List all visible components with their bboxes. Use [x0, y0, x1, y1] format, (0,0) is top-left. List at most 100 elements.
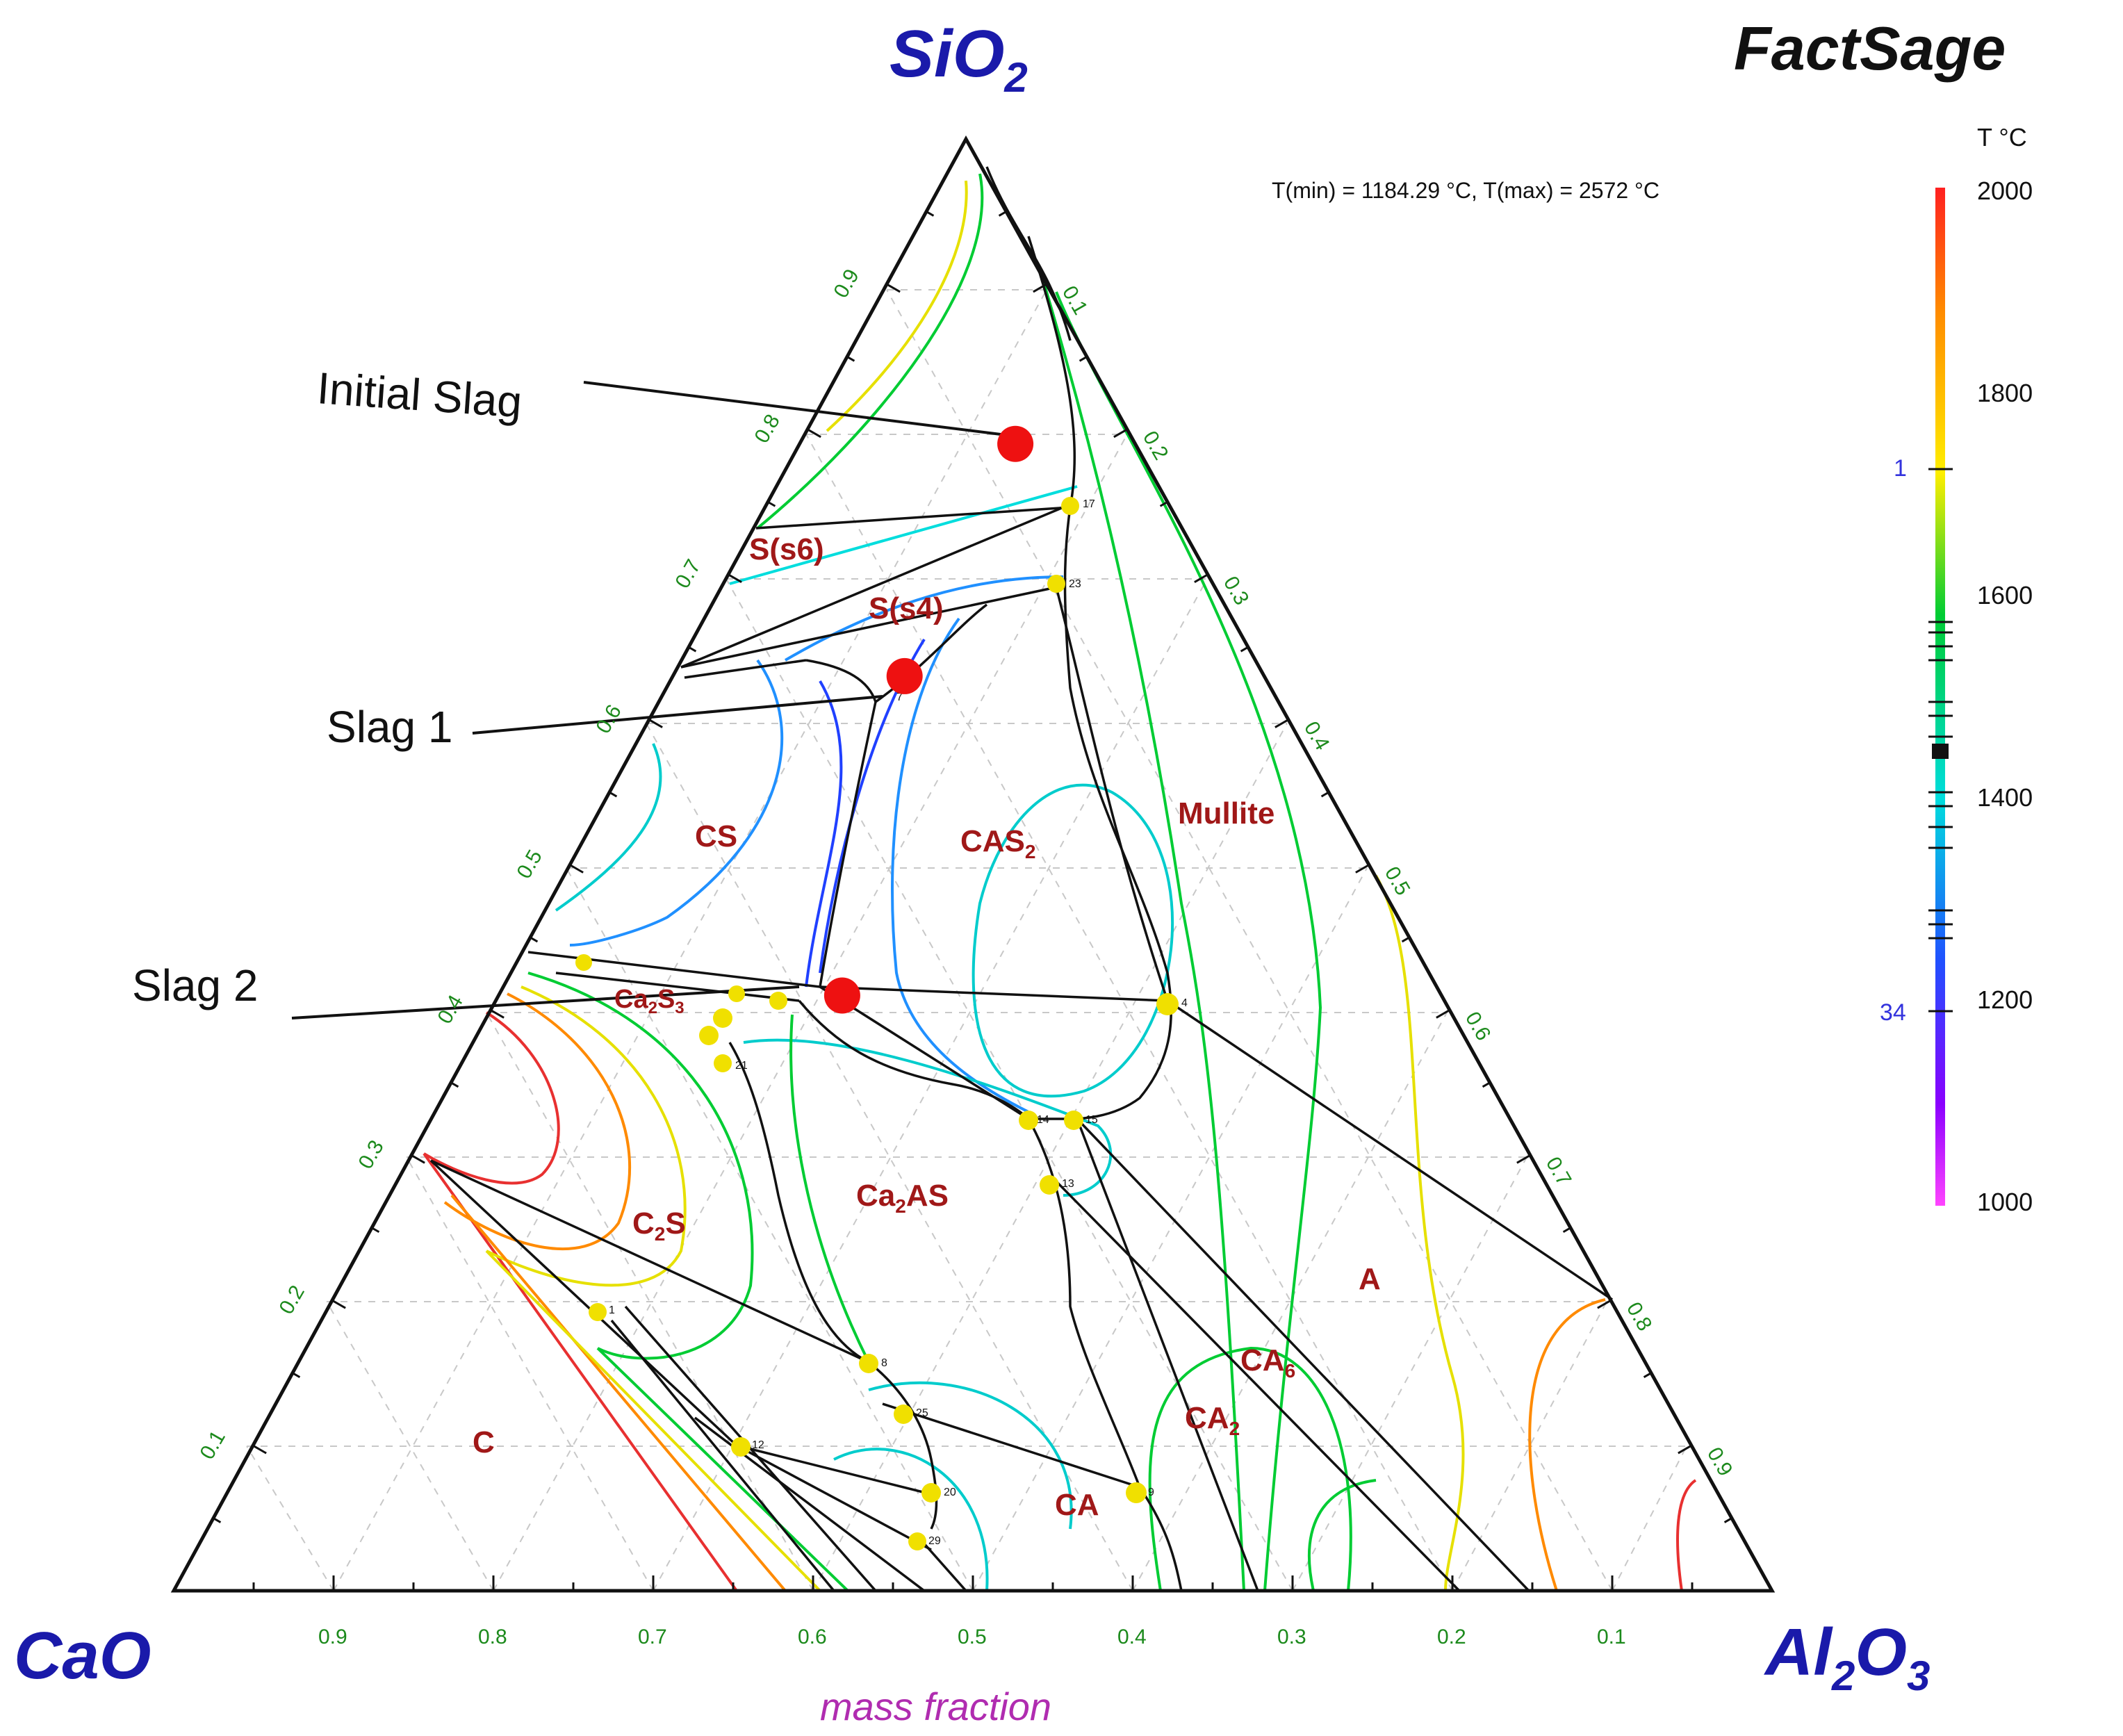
callout-line-slag2: [291, 985, 800, 1020]
isotherm-yellow-right: [1375, 875, 1465, 1591]
phase-ca2as: Ca2AS: [856, 1179, 949, 1217]
point-12: 12: [752, 1439, 764, 1451]
isotherm-green-ca6: [1148, 1346, 1352, 1591]
colorbar-gradient: [1935, 188, 1945, 1206]
isotherm-orange-c: [450, 1194, 787, 1592]
callout-initial-slag: Initial Slag: [315, 363, 524, 427]
isotherm-blue-cs: [569, 659, 784, 947]
edge-tick: [1482, 1081, 1491, 1088]
tick-label: 0.6: [591, 701, 625, 737]
isotherm-blue-s4: [784, 575, 1064, 662]
isotherm-red-c: [423, 1152, 738, 1592]
colorbar-tick-label: 1600: [1977, 581, 2033, 609]
tick-label: 0.1: [195, 1427, 229, 1464]
edge-tick: [1562, 1227, 1571, 1234]
temperature-range: T(min) = 1184.29 °C, T(max) = 2572 °C: [1272, 178, 1659, 203]
callout-line-initial: [583, 381, 1029, 439]
edge-tick: [886, 283, 901, 293]
slag-points: [823, 425, 1034, 1014]
isotherm-green-top: [756, 173, 984, 530]
isotherm-yellow-c: [485, 1250, 821, 1592]
colorbar-marker-1: 1: [1894, 455, 1907, 482]
tick-label: 0.6: [798, 1626, 827, 1648]
corner-label-sio2: SiO2: [890, 17, 1028, 101]
colorbar: T °C 2000 1800 1600 1400 1200 1000 1 34: [1880, 123, 2033, 1216]
tick-label: 0.7: [638, 1626, 667, 1648]
edge-tick: [331, 1299, 346, 1309]
callout-slag-2: Slag 2: [132, 960, 258, 1010]
triangle-frame: [170, 135, 1776, 1593]
isotherm-green-right2: [1055, 291, 1322, 1591]
isotherm-deepblue-slag1: [805, 680, 843, 988]
edge-tick: [569, 864, 584, 874]
tick-label: 0.1: [1597, 1626, 1626, 1648]
tick-label: 0.5: [958, 1626, 987, 1648]
edge-tick: [530, 936, 539, 943]
tick-label: 0.7: [671, 556, 705, 593]
edge-tick: [1678, 1444, 1692, 1455]
edge-tick: [1113, 428, 1128, 439]
edge-tick: [252, 1444, 267, 1455]
corner-label-cao: CaO: [14, 1619, 151, 1693]
phase-ca: CA: [1055, 1488, 1099, 1522]
isotherm-red-c2s: [423, 1011, 560, 1185]
invariant-points: [575, 497, 1179, 1550]
tick-label: 0.8: [478, 1626, 507, 1648]
colorbar-tick-label: 1800: [1977, 379, 2033, 407]
edge-tick: [292, 1372, 301, 1378]
corner-label-al2o3: Al2O3: [1764, 1615, 1930, 1699]
factsage-logo: FactSage: [1734, 14, 2006, 83]
edge-tick: [1436, 1009, 1450, 1019]
edge-tick: [1723, 1517, 1732, 1523]
point-21: 21: [735, 1060, 748, 1072]
tick-label: 0.4: [1117, 1626, 1147, 1648]
point-7: 7: [896, 691, 903, 703]
point-23: 23: [1069, 578, 1081, 590]
isotherm-green-c2s: [527, 972, 754, 1360]
isotherm-cyan-ca2as: [743, 1038, 1113, 1197]
callout-lines: [291, 381, 1029, 1020]
point-25: 25: [916, 1407, 928, 1419]
invariant-point-labels: 17 23 4 14 15 13 8 25 20 29 9 12 21 1 7: [609, 498, 1188, 1547]
point-9: 9: [1148, 1487, 1154, 1498]
edge-tick: [213, 1517, 222, 1523]
tick-label: 0.3: [354, 1136, 388, 1173]
edge-tick: [490, 1009, 505, 1019]
isotherm-cyan-ca2: [868, 1381, 1073, 1530]
isotherm-yellow-c2s: [486, 985, 687, 1287]
edge-tick: [1320, 791, 1329, 798]
tick-label: 0.3: [1277, 1626, 1306, 1648]
isotherm-green-right1: [1041, 277, 1245, 1591]
callout-slag-1: Slag 1: [327, 702, 452, 752]
edge-tick: [1159, 500, 1168, 507]
colorbar-marks: [1928, 468, 1953, 1013]
phase-s-s4: S(s4): [869, 591, 944, 625]
isotherm-cyan-cas2: [972, 783, 1174, 1098]
isotherm-red-right: [1676, 1479, 1697, 1591]
edge-tick: [371, 1227, 380, 1234]
tick-label: 0.2: [1437, 1626, 1466, 1648]
edge-tick: [1401, 936, 1410, 943]
isotherm-cyan-ca: [833, 1448, 989, 1591]
isotherm-orange-c2s: [443, 992, 632, 1251]
isotherm-green-c: [596, 1347, 849, 1592]
tick-label: 0.2: [274, 1281, 309, 1318]
phase-ca6: CA6: [1240, 1343, 1295, 1382]
colorbar-ticks: 2000 1800 1600 1400 1200 1000: [1977, 177, 2033, 1216]
edge-tick: [1597, 1299, 1612, 1309]
tick-labels: 0.9 0.8 0.7 0.6 0.5 0.4 0.3 0.2 0.1 0.1 0.2 0.3 0.4 0…: [195, 265, 1737, 1648]
isotherm-orange-right: [1528, 1298, 1606, 1591]
edge-tick: [728, 573, 742, 584]
phase-c: C: [473, 1425, 495, 1459]
x-axis-label: mass fraction: [820, 1685, 1051, 1728]
colorbar-title: T °C: [1977, 123, 2027, 152]
phase-ca2: CA2: [1185, 1401, 1240, 1439]
edge-tick: [450, 1081, 459, 1088]
point-15: 15: [1085, 1114, 1098, 1126]
tick-label: 0.5: [512, 846, 546, 883]
edge-tick: [1033, 283, 1047, 293]
point-14: 14: [1037, 1114, 1049, 1126]
colorbar-tick-label: 1000: [1977, 1188, 2033, 1216]
edge-tick: [1240, 646, 1249, 653]
edge-tick: [1643, 1372, 1652, 1378]
